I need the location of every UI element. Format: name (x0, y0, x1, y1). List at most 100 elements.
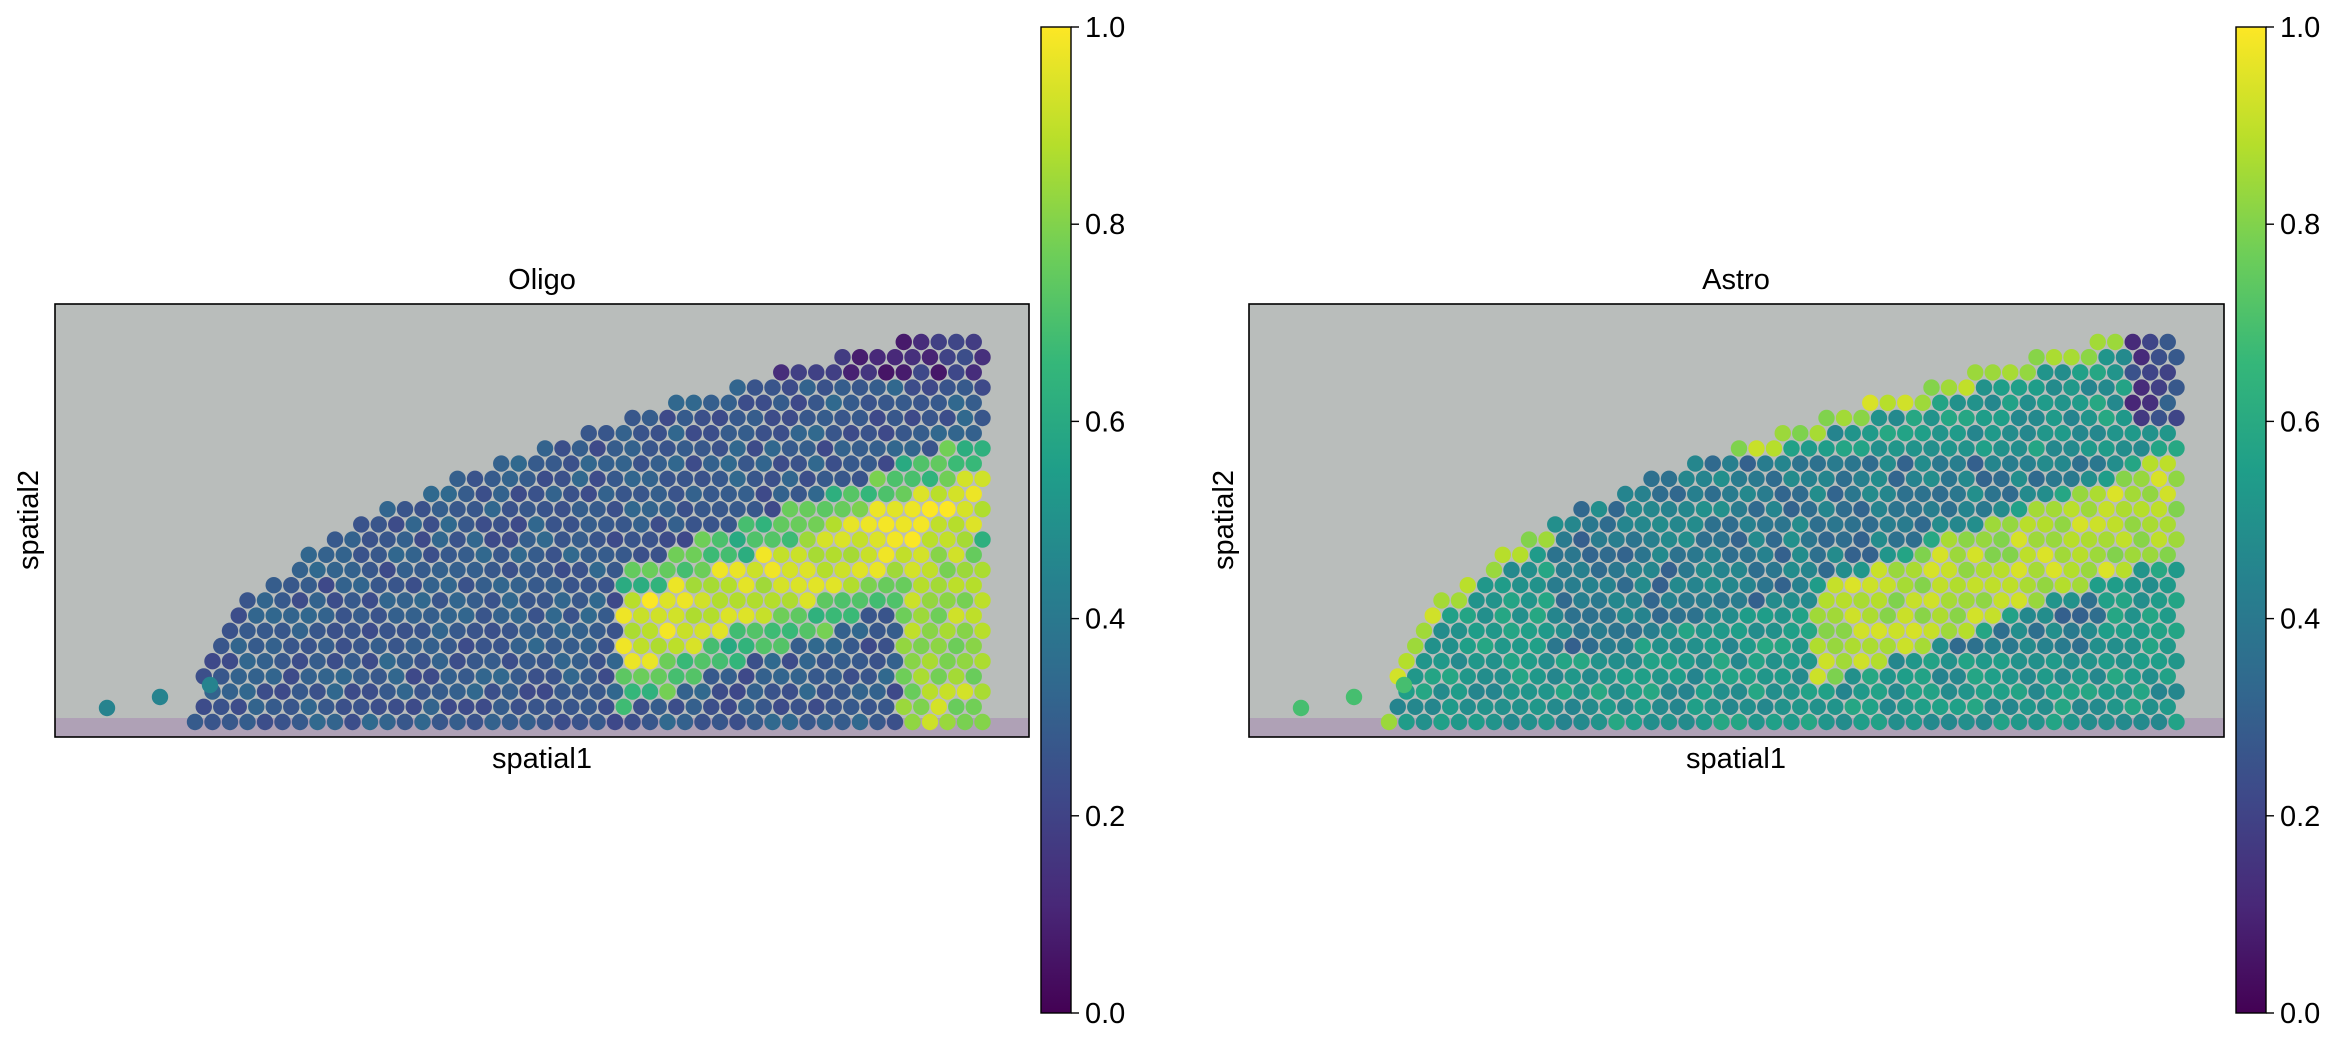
spot (720, 607, 737, 624)
spot (808, 485, 825, 503)
spot (1897, 516, 1914, 533)
spot (2019, 425, 2036, 442)
spot (1923, 622, 1940, 639)
spot (1450, 683, 1468, 700)
spot (1905, 561, 1923, 579)
spot (1608, 561, 1625, 579)
spot (1442, 698, 1459, 715)
spot (1442, 637, 1459, 655)
spot (1792, 637, 1809, 655)
spot (510, 516, 527, 533)
spot (956, 409, 974, 427)
spot (790, 425, 807, 442)
spot (1748, 440, 1765, 457)
spot (431, 683, 449, 700)
spot (2168, 592, 2185, 609)
spot (423, 577, 440, 594)
spot (781, 561, 799, 579)
spot (1459, 577, 1476, 594)
spot (2028, 713, 2045, 731)
spot (1862, 516, 1879, 533)
spot (1757, 607, 1774, 624)
spot (606, 683, 624, 700)
spot (2063, 470, 2080, 487)
spot (624, 683, 641, 700)
spot (851, 379, 869, 396)
spot (1783, 622, 1800, 639)
spot (641, 561, 659, 579)
spot (1634, 668, 1651, 685)
spot (1730, 622, 1748, 639)
spot (1625, 622, 1643, 639)
spot (431, 501, 449, 518)
spot (230, 698, 247, 715)
spot (1687, 455, 1704, 472)
spot (1625, 592, 1643, 609)
spot (2089, 577, 2106, 594)
spot (808, 607, 825, 624)
spot (1459, 607, 1476, 624)
spot (265, 698, 282, 715)
spot (2150, 470, 2168, 487)
spot (589, 683, 606, 700)
spot (904, 561, 921, 579)
spot (484, 531, 501, 548)
spot (764, 531, 781, 548)
spot (720, 698, 737, 715)
spot (519, 470, 536, 487)
spot (449, 683, 466, 700)
spot (834, 349, 851, 366)
spot (1459, 698, 1476, 715)
spot (1879, 425, 1896, 442)
spot (1380, 713, 1398, 731)
spot (1844, 668, 1861, 685)
spot (1853, 713, 1870, 731)
spot (2098, 561, 2115, 579)
spot (1765, 440, 1783, 457)
spot (1590, 592, 1608, 609)
spot (265, 637, 282, 655)
spot (1879, 637, 1896, 655)
spot (965, 577, 982, 594)
spot (2072, 485, 2089, 503)
spot (1643, 592, 1660, 609)
colorbar-tick-label: 0.0 (2280, 998, 2320, 1030)
spot (545, 577, 562, 594)
spot (1967, 455, 1984, 472)
spot (668, 607, 685, 624)
spot (1687, 637, 1704, 655)
spot (668, 425, 685, 442)
spot (2098, 531, 2115, 548)
colorbar-gradient (1040, 26, 1072, 1014)
spot (1958, 592, 1975, 609)
spot (1713, 653, 1730, 670)
spot (843, 516, 860, 533)
spot (1923, 683, 1940, 700)
spot (711, 683, 729, 700)
spot (869, 501, 886, 518)
spot (1748, 592, 1765, 609)
spot (1940, 409, 1958, 427)
spot (921, 561, 939, 579)
spot (545, 516, 562, 533)
spot (1722, 698, 1739, 715)
spot (563, 577, 580, 594)
spot (913, 364, 930, 381)
spot (1407, 637, 1424, 655)
spot (703, 425, 720, 442)
spot (1897, 607, 1914, 624)
spot (493, 516, 510, 533)
spot (1704, 577, 1721, 594)
spot (650, 607, 667, 624)
spot (1547, 668, 1564, 685)
spot (773, 546, 790, 563)
spot (1853, 440, 1870, 457)
colorbar-tick-label: 0.2 (2280, 801, 2320, 833)
spot (668, 698, 685, 715)
x-axis-label: spatial1 (1686, 743, 1786, 775)
spot (1395, 676, 1413, 694)
spot (510, 637, 527, 655)
spot (1748, 653, 1765, 670)
spot (904, 683, 921, 700)
spot (1730, 713, 1748, 731)
